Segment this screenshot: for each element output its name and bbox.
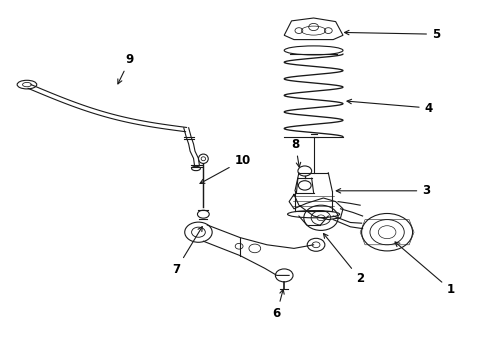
Text: 10: 10 xyxy=(200,154,251,184)
Text: 9: 9 xyxy=(118,53,134,84)
Text: 1: 1 xyxy=(395,242,455,296)
Text: 2: 2 xyxy=(323,234,364,285)
Text: 7: 7 xyxy=(172,227,202,276)
Text: 4: 4 xyxy=(347,99,433,114)
Text: 6: 6 xyxy=(273,289,284,320)
Text: 3: 3 xyxy=(336,184,430,197)
Text: 8: 8 xyxy=(292,138,301,167)
Text: 5: 5 xyxy=(344,28,440,41)
